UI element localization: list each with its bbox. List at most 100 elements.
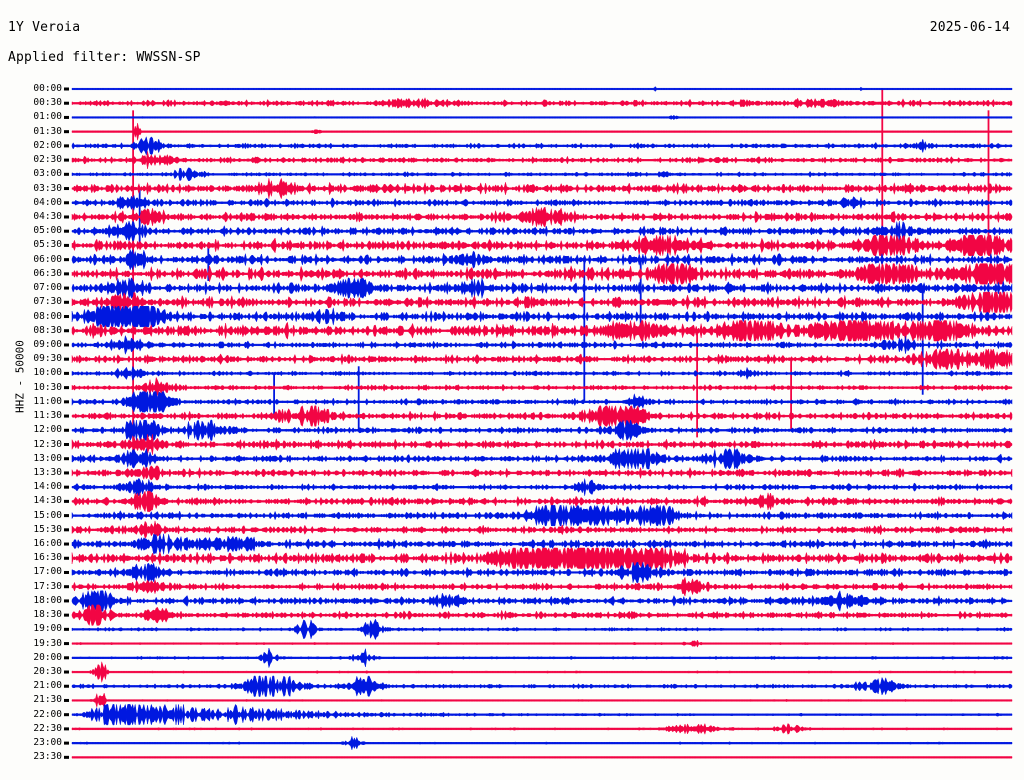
axis-tick [64, 300, 69, 304]
time-label-0630: 06:30 [33, 267, 62, 279]
axis-tick [64, 585, 69, 589]
time-label-2030: 20:30 [33, 666, 62, 678]
axis-tick [64, 684, 69, 688]
axis-tick [64, 286, 69, 290]
axis-tick [64, 428, 69, 432]
trace-0630 [71, 262, 1013, 286]
trace-2030 [71, 661, 1013, 683]
axis-tick [64, 243, 69, 247]
time-label-1930: 19:30 [33, 637, 62, 649]
axis-tick [64, 443, 69, 446]
trace-0830 [71, 319, 1013, 342]
trace-spike [639, 259, 642, 331]
trace-2100 [71, 675, 1013, 698]
axis-tick [64, 144, 69, 148]
axis-tick [64, 158, 69, 162]
axis-tick [64, 656, 69, 660]
axis-tick [64, 755, 69, 759]
axis-tick [64, 514, 69, 518]
trace-1630 [71, 547, 1013, 570]
trace-0900 [71, 334, 1013, 356]
time-label-1700: 17:00 [33, 566, 62, 578]
trace-0930 [71, 348, 1013, 371]
trace-1830 [71, 604, 1013, 627]
trace-spike [357, 366, 360, 431]
trace-1430 [71, 490, 1013, 513]
axis-tick [64, 315, 69, 319]
time-label-2000: 20:00 [33, 651, 62, 663]
trace-spike [273, 373, 275, 417]
time-label-0930: 09:30 [33, 353, 62, 365]
axis-tick [64, 499, 69, 503]
time-label-0230: 02:30 [33, 154, 62, 166]
trace-1700 [71, 561, 1013, 583]
time-label-0830: 08:30 [33, 324, 62, 336]
axis-tick [64, 414, 69, 418]
axis-tick [64, 371, 69, 375]
trace-2130 [71, 692, 1013, 709]
axis-tick [64, 400, 69, 404]
time-label-0700: 07:00 [33, 282, 62, 294]
trace-0730 [71, 291, 1013, 314]
trace-0500 [71, 220, 1013, 243]
time-label-1600: 16:00 [33, 538, 62, 550]
trace-spike [987, 110, 990, 246]
trace-2300 [71, 735, 1013, 751]
axis-tick [64, 556, 69, 560]
axis-tick [64, 627, 69, 631]
time-label-1800: 18:00 [33, 594, 62, 606]
time-label-0200: 02:00 [33, 139, 62, 151]
time-label-1830: 18:30 [33, 609, 62, 621]
trace-2000 [71, 647, 1013, 669]
time-label-1530: 15:30 [33, 523, 62, 535]
trace-0200 [71, 135, 1013, 156]
axis-tick [64, 130, 69, 134]
axis-tick [64, 357, 69, 361]
axis-tick [64, 215, 69, 219]
axis-tick [64, 87, 69, 91]
time-label-0430: 04:30 [33, 210, 62, 222]
axis-tick [64, 101, 69, 105]
trace-0330 [71, 177, 1013, 200]
time-label-0500: 05:00 [33, 225, 62, 237]
trace-1930 [71, 639, 1013, 648]
trace-1400 [71, 477, 1013, 497]
axis-tick [64, 329, 69, 333]
trace-0700 [71, 277, 1013, 299]
time-label-2100: 21:00 [33, 680, 62, 692]
time-label-1430: 14:30 [33, 495, 62, 507]
time-label-1630: 16:30 [33, 552, 62, 564]
axis-tick [64, 187, 69, 191]
trace-0530 [71, 234, 1013, 257]
trace-1000 [71, 365, 1013, 382]
axis-tick [64, 258, 69, 262]
axis-tick [64, 343, 69, 347]
axis-tick [64, 115, 69, 119]
axis-tick [64, 201, 69, 205]
axis-tick [64, 457, 69, 461]
trace-spike [696, 330, 698, 438]
time-label-1100: 11:00 [33, 395, 62, 407]
time-label-0330: 03:30 [33, 182, 62, 194]
time-label-1000: 10:00 [33, 367, 62, 379]
trace-1730 [71, 576, 1013, 597]
station-title: 1Y Veroia [8, 20, 81, 35]
time-label-0530: 05:30 [33, 239, 62, 251]
trace-1500 [71, 504, 1013, 527]
time-label-2200: 22:00 [33, 708, 62, 720]
time-label-0400: 04:00 [33, 196, 62, 208]
axis-tick [64, 713, 69, 717]
trace-1600 [71, 533, 1013, 555]
trace-2200 [71, 703, 1013, 726]
trace-1330 [71, 465, 1013, 481]
axis-tick [64, 528, 69, 532]
time-label-1230: 12:30 [33, 438, 62, 450]
time-label-1300: 13:00 [33, 452, 62, 464]
trace-1530 [71, 520, 1013, 539]
time-label-0100: 01:00 [33, 111, 62, 123]
trace-0000 [71, 86, 1013, 92]
axis-tick [64, 727, 69, 731]
trace-0600 [71, 248, 1013, 271]
axis-tick [64, 229, 69, 233]
